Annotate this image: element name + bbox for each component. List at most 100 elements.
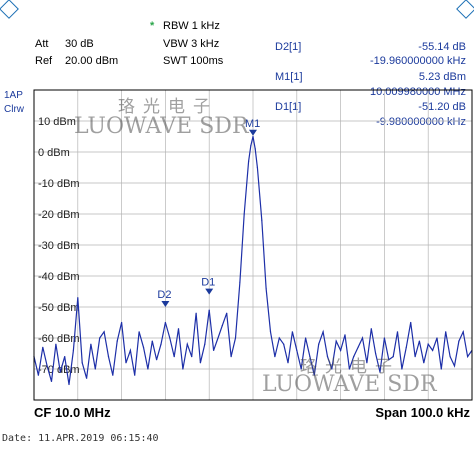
trace-point xyxy=(414,356,416,358)
trace-point xyxy=(344,334,346,336)
trace-point xyxy=(112,374,114,376)
trace-point xyxy=(147,368,149,370)
trace-point xyxy=(375,352,377,355)
marker-d2-label: D2[1] xyxy=(275,41,302,53)
trace-point xyxy=(55,343,57,345)
trace-point xyxy=(169,337,171,339)
trace-point xyxy=(230,356,232,358)
y-tick-label: -60 dBm xyxy=(38,333,80,345)
trace-point xyxy=(81,362,83,364)
trace-point xyxy=(361,337,364,339)
trace-point xyxy=(370,328,372,330)
att-value: 30 dB xyxy=(65,38,94,50)
trace-point xyxy=(366,362,368,364)
trace-point xyxy=(348,368,350,370)
trace-mode-line2: Clrw xyxy=(4,104,24,115)
trace-point xyxy=(410,321,412,324)
trace-point xyxy=(64,356,66,358)
trace-point xyxy=(300,368,302,370)
watermark-brand-top: LUOWAVE SDR xyxy=(74,114,249,139)
trace-point xyxy=(436,337,438,339)
trace-point xyxy=(142,346,145,348)
trace-point xyxy=(186,343,188,345)
trace-point xyxy=(160,343,162,345)
span-label: Span 100.0 kHz xyxy=(375,405,470,420)
trace-point xyxy=(265,287,267,289)
trace-point xyxy=(379,371,381,373)
trace-point xyxy=(313,374,315,376)
trace-point xyxy=(423,362,425,364)
watermark-brand-bottom: LUOWAVE SDR xyxy=(262,372,437,397)
trace-point xyxy=(217,337,219,339)
trace-point xyxy=(204,343,206,345)
trace-point xyxy=(427,343,429,345)
trace-point xyxy=(305,337,307,339)
trace-point xyxy=(340,349,342,351)
trace-point xyxy=(173,356,175,358)
y-tick-label: -50 dBm xyxy=(38,302,80,314)
marker-m1-icon xyxy=(249,129,257,136)
y-tick-labels: 10 dBm 0 dBm -10 dBm -20 dBm -30 dBm -40 dBm -… xyxy=(38,116,80,376)
trace-point xyxy=(90,343,92,345)
vbw-label: VBW 3 kHz xyxy=(163,38,220,50)
trace-point xyxy=(440,368,442,370)
trace-point xyxy=(261,219,263,221)
trace-point xyxy=(99,337,101,339)
trace-point xyxy=(291,331,293,333)
trace-point xyxy=(221,325,223,327)
timestamp: Date: 11.APR.2019 06:15:40 xyxy=(2,433,159,444)
marker-m1-level: 5.23 dBm xyxy=(418,71,466,83)
trace-point xyxy=(208,309,210,311)
trace-point xyxy=(309,356,311,358)
trace-point xyxy=(278,337,280,339)
watermark-chinese-bottom: 珞光电子 xyxy=(300,357,400,377)
trace-mode-line1: 1AP xyxy=(4,90,23,101)
trace-point xyxy=(103,331,105,333)
trace-point xyxy=(182,368,184,370)
y-tick-label: -10 dBm xyxy=(38,178,80,190)
marker-m1-freq: 10.009980000 MHz xyxy=(369,86,466,98)
y-tick-label: -30 dBm xyxy=(38,240,80,252)
trace-point xyxy=(405,346,407,348)
trace-point xyxy=(248,160,250,162)
trace-point xyxy=(151,340,153,342)
trace-point xyxy=(283,343,285,345)
rbw-star: * xyxy=(150,20,155,32)
trace-point xyxy=(326,356,329,358)
y-tick-label: 0 dBm xyxy=(38,147,70,159)
trace-point xyxy=(164,321,166,324)
trace-point xyxy=(94,368,96,370)
marker-d2-icon xyxy=(161,301,170,307)
trace-point xyxy=(322,331,324,333)
rbw-label: RBW 1 kHz xyxy=(163,20,220,32)
trace-point xyxy=(191,356,193,358)
trace-point xyxy=(296,349,298,351)
att-label: Att xyxy=(35,38,49,50)
ref-label: Ref xyxy=(35,55,53,67)
marker-d1-level: -51.20 dB xyxy=(418,101,466,113)
trace-point xyxy=(357,346,359,348)
marker-m1-label: M1[1] xyxy=(275,71,303,83)
trace-point xyxy=(353,356,355,358)
trace-point xyxy=(243,213,245,215)
y-tick-label: 10 dBm xyxy=(38,116,76,128)
trace-point xyxy=(125,362,127,364)
trace-point xyxy=(107,356,110,358)
trace-point xyxy=(250,145,252,147)
trace-point xyxy=(383,337,385,339)
trace-point xyxy=(401,368,403,370)
trace-point xyxy=(59,371,61,373)
trace-point xyxy=(453,365,456,367)
trace-point xyxy=(318,343,320,345)
trace-point xyxy=(134,374,136,376)
y-tick-label: -20 dBm xyxy=(38,209,80,221)
trace-point xyxy=(68,383,70,386)
y-tick-label: -40 dBm xyxy=(38,271,80,283)
trace-point xyxy=(195,312,197,314)
marker-d2-tag: D2 xyxy=(157,289,171,301)
plot-frame xyxy=(33,89,473,401)
trace-point xyxy=(77,297,79,299)
trace-point xyxy=(199,362,201,364)
trace-point xyxy=(234,337,237,339)
trace-point xyxy=(467,356,469,358)
